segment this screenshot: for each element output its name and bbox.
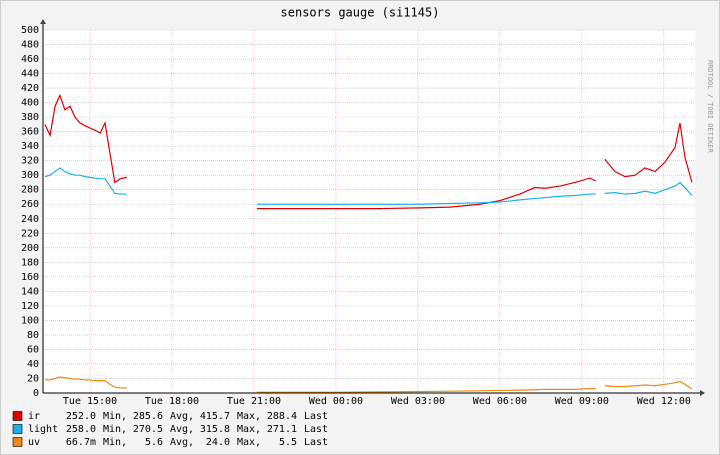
legend-stat-label: Last	[304, 411, 328, 422]
legend-stat-label: Last	[304, 437, 328, 448]
legend-stat: 415.7	[200, 411, 230, 422]
lines	[44, 93, 693, 393]
y-tick-label: 160	[21, 272, 39, 283]
x-tick-label: Wed 09:00	[555, 396, 609, 407]
legend-swatch	[12, 424, 23, 434]
chart-title: sensors gauge (si1145)	[281, 6, 440, 20]
legend-stat: 5.6	[145, 437, 163, 448]
legend-stat-label: Last	[304, 424, 328, 435]
legend-stat: 66.7m	[66, 437, 96, 448]
y-tick-label: 420	[21, 83, 39, 94]
y-tick-label: 120	[21, 301, 39, 312]
legend-stat: 285.6	[133, 411, 163, 422]
y-tick-label: 380	[21, 112, 39, 123]
y-tick-label: 80	[27, 330, 39, 341]
legend-stat-label: Max,	[237, 437, 261, 448]
y-tick-label: 500	[21, 25, 39, 36]
y-tick-label: 340	[21, 141, 39, 152]
axes	[40, 19, 705, 396]
y-tick-label: 300	[21, 170, 39, 181]
legend-stat: 24.0	[206, 437, 230, 448]
legend-stat-label: Avg,	[170, 411, 194, 422]
x-tick-label: Wed 03:00	[391, 396, 445, 407]
legend-stat: 5.5	[279, 437, 297, 448]
side-credit: RRDTOOL / TOBI OETIKER	[706, 60, 714, 154]
legend-stat: 288.4	[267, 411, 297, 422]
y-tick-label: 460	[21, 54, 39, 65]
x-tick-label: Tue 21:00	[227, 396, 281, 407]
x-tick-label: Tue 15:00	[63, 396, 117, 407]
legend-stat-label: Avg,	[170, 424, 194, 435]
legend-stat-label: Avg,	[170, 437, 194, 448]
x-tick-label: Wed 06:00	[473, 396, 527, 407]
x-arrow	[700, 390, 705, 396]
x-tick-label: Tue 18:00	[145, 396, 199, 407]
legend-stat: 270.5	[133, 424, 163, 435]
y-tick-label: 280	[21, 185, 39, 196]
y-tick-label: 40	[27, 359, 39, 370]
y-tick-label: 240	[21, 214, 39, 225]
y-tick-label: 480	[21, 40, 39, 51]
y-arrow	[40, 19, 46, 24]
legend-stat-label: Min,	[103, 424, 127, 435]
y-tick-label: 260	[21, 199, 39, 210]
legend-stat: 252.0	[66, 411, 96, 422]
plot-area	[43, 30, 695, 393]
legend-label: ir	[28, 411, 40, 422]
x-tick-label: Wed 00:00	[309, 396, 363, 407]
series-line	[44, 167, 693, 205]
y-tick-label: 20	[27, 373, 39, 384]
y-tick-label: 0	[33, 388, 39, 399]
y-tick-label: 60	[27, 344, 39, 355]
legend-label: light	[28, 424, 58, 435]
y-tick-label: 220	[21, 228, 39, 239]
series-line	[44, 376, 693, 393]
legend-stat-label: Min,	[103, 437, 127, 448]
y-tick-label: 200	[21, 243, 39, 254]
legend-stat: 271.1	[267, 424, 297, 435]
legend-stat-label: Min,	[103, 411, 127, 422]
y-tick-label: 360	[21, 127, 39, 138]
y-tick-label: 400	[21, 98, 39, 109]
legend-stat: 258.0	[66, 424, 96, 435]
legend-label: uv	[28, 437, 40, 448]
y-tick-label: 440	[21, 69, 39, 80]
y-tick-label: 180	[21, 257, 39, 268]
legend-swatch	[12, 411, 23, 421]
y-tick-label: 320	[21, 156, 39, 167]
y-tick-label: 140	[21, 286, 39, 297]
legend-swatch	[12, 437, 23, 447]
legend-stat-label: Max,	[237, 411, 261, 422]
series-line	[44, 93, 693, 210]
y-tick-label: 100	[21, 315, 39, 326]
x-tick-label: Wed 12:00	[637, 396, 691, 407]
legend-stat: 315.8	[200, 424, 230, 435]
legend: ir 252.0 Min, 285.6 Avg, 415.7 Max, 288.4 Last li…	[12, 411, 328, 448]
legend-stat-label: Max,	[237, 424, 261, 435]
